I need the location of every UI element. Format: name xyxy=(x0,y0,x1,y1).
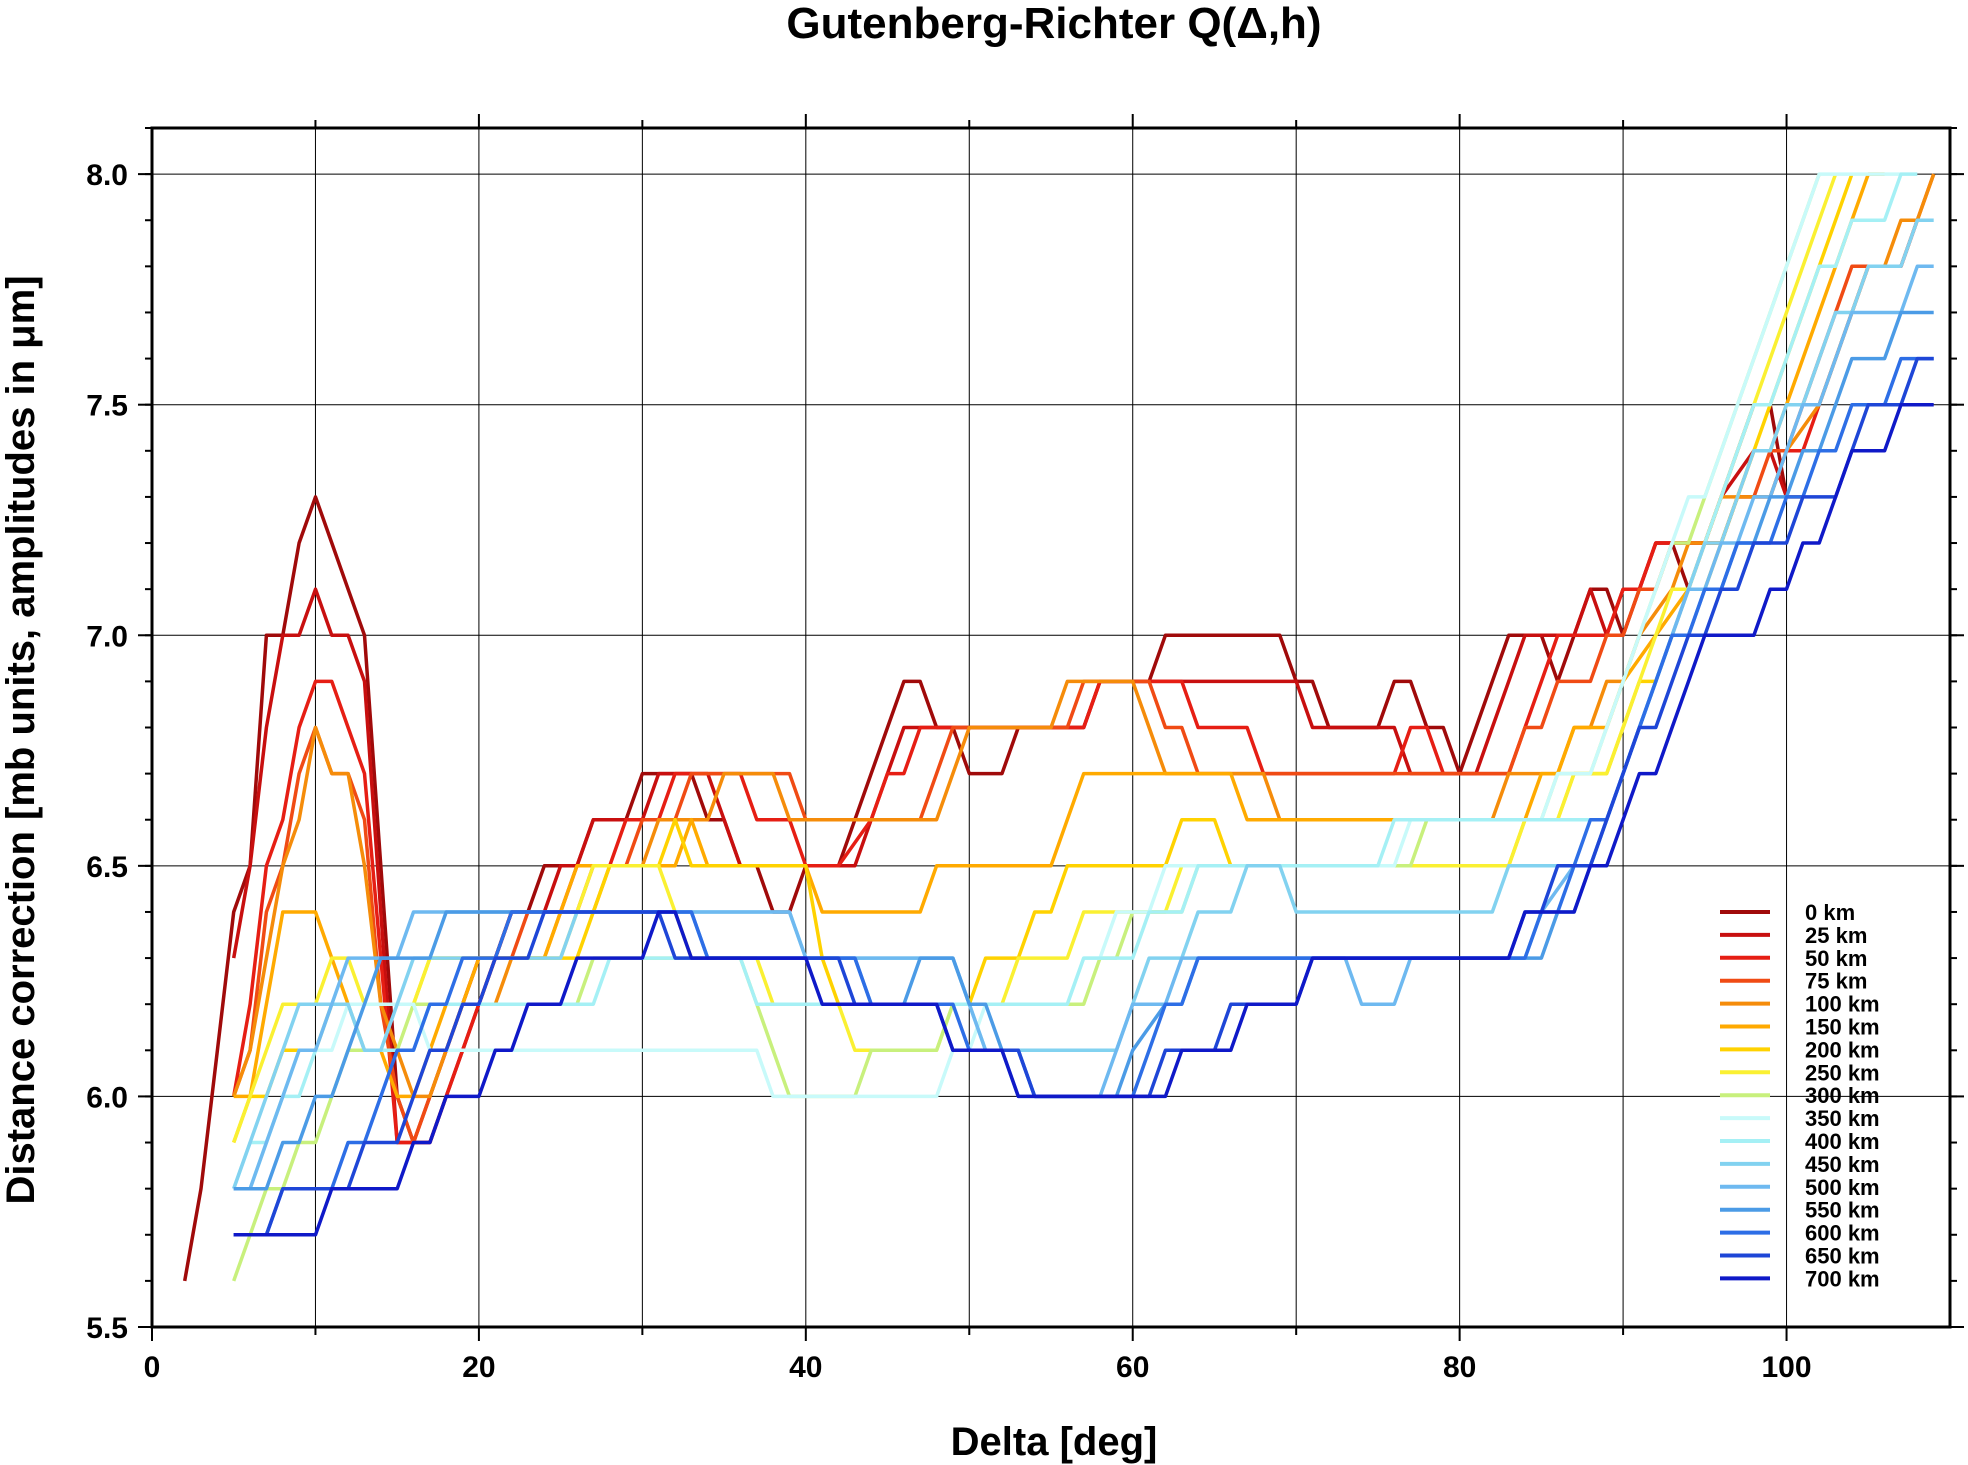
axis-ticks: 0 20 40 60 80 100 5.5 6.0 6.5 7.0 7.5 8.0 xyxy=(86,114,1964,1384)
plot-area xyxy=(182,172,1936,1282)
legend-label: 0 km xyxy=(1805,900,1855,925)
x-axis-label: Delta [deg] xyxy=(951,1420,1158,1464)
y-tick-label: 6.0 xyxy=(86,1081,128,1114)
series-line xyxy=(233,310,1934,1191)
legend-label: 450 km xyxy=(1805,1152,1880,1177)
legend-label: 700 km xyxy=(1805,1266,1880,1291)
series-line xyxy=(232,172,1918,1190)
legend-label: 250 km xyxy=(1805,1060,1880,1085)
legend-label: 350 km xyxy=(1805,1106,1880,1131)
series-line xyxy=(233,402,1934,1237)
legend-label: 600 km xyxy=(1805,1221,1880,1246)
y-axis-label: Distance correction [mb units, amplitude… xyxy=(0,275,43,1204)
legend-label: 50 km xyxy=(1805,946,1867,971)
series-line xyxy=(233,356,1934,1237)
legend-label: 400 km xyxy=(1805,1129,1880,1154)
series-line xyxy=(232,173,1838,1144)
series-line xyxy=(233,356,1934,1237)
x-tick-label: 40 xyxy=(789,1351,822,1384)
x-tick-label: 100 xyxy=(1762,1351,1812,1384)
series-line xyxy=(182,402,1789,1282)
legend-label: 200 km xyxy=(1805,1037,1880,1062)
y-tick-label: 5.5 xyxy=(86,1312,128,1345)
legend-label: 300 km xyxy=(1805,1083,1880,1108)
chart-title: Gutenberg-Richter Q(Δ,h) xyxy=(786,0,1321,48)
y-tick-label: 6.5 xyxy=(86,851,128,884)
y-tick-label: 7.5 xyxy=(86,390,128,423)
legend-label: 150 km xyxy=(1805,1015,1880,1040)
legend-label: 500 km xyxy=(1805,1175,1880,1200)
legend-label: 75 km xyxy=(1805,969,1867,994)
legend-label: 550 km xyxy=(1805,1198,1880,1223)
legend-label: 25 km xyxy=(1805,923,1867,948)
x-tick-label: 20 xyxy=(462,1351,495,1384)
y-tick-label: 7.0 xyxy=(86,620,128,653)
legend-label: 650 km xyxy=(1805,1244,1880,1269)
legend-label: 100 km xyxy=(1805,992,1880,1017)
x-tick-label: 0 xyxy=(144,1351,161,1384)
x-tick-label: 60 xyxy=(1116,1351,1149,1384)
x-tick-label: 80 xyxy=(1443,1351,1476,1384)
series-line xyxy=(232,173,1854,1144)
y-tick-label: 8.0 xyxy=(86,159,128,192)
series-line xyxy=(232,218,1934,1190)
